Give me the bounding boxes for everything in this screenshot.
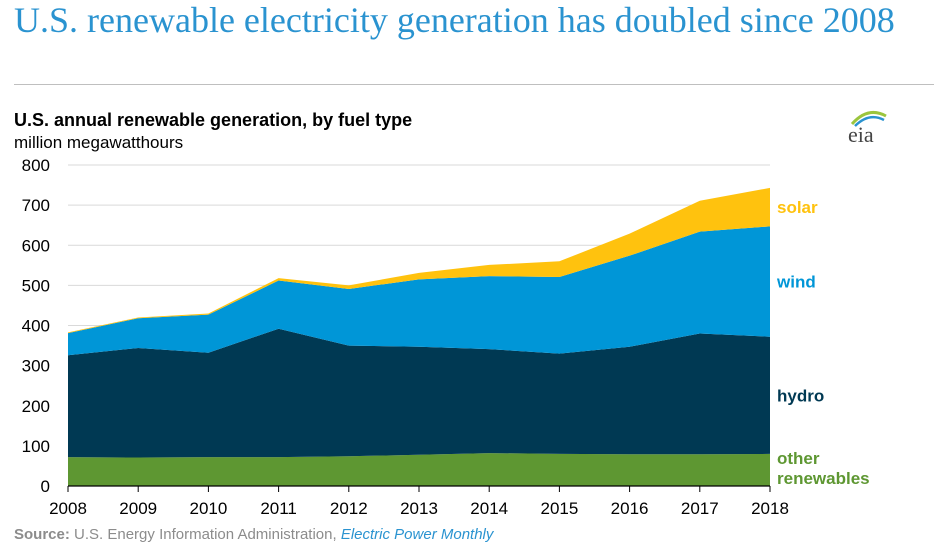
series-label-solar: solar <box>777 198 818 217</box>
y-tick-label: 700 <box>22 196 50 215</box>
y-tick-label: 200 <box>22 397 50 416</box>
x-tick-label: 2016 <box>611 499 649 518</box>
x-tick-label: 2008 <box>49 499 87 518</box>
x-tick-label: 2013 <box>400 499 438 518</box>
x-tick-label: 2015 <box>540 499 578 518</box>
logo-text: eia <box>848 122 874 147</box>
area-wind <box>68 226 770 356</box>
x-tick-label: 2012 <box>330 499 368 518</box>
x-tick-label: 2017 <box>681 499 719 518</box>
y-tick-label: 100 <box>22 437 50 456</box>
series-label-hydro: hydro <box>777 386 824 405</box>
headline: U.S. renewable electricity generation ha… <box>14 0 895 40</box>
y-tick-label: 300 <box>22 357 50 376</box>
source-publication: Electric Power Monthly <box>340 526 494 543</box>
x-tick-label: 2010 <box>189 499 227 518</box>
series-label-wind: wind <box>776 273 816 292</box>
source-label: Source: <box>14 526 70 543</box>
y-tick-label: 600 <box>22 236 50 255</box>
y-tick-label: 0 <box>41 477 50 496</box>
y-tick-label: 500 <box>22 276 50 295</box>
source-note: Source: U.S. Energy Information Administ… <box>14 526 493 543</box>
eia-logo: eia <box>848 110 887 147</box>
chart-title: U.S. annual renewable generation, by fue… <box>14 110 413 130</box>
area-other-renewables <box>68 453 770 486</box>
y-axis-unit-label: million megawatthours <box>14 133 184 152</box>
series-label-other-renewables: other renewables <box>777 449 870 488</box>
x-tick-label: 2011 <box>260 499 297 518</box>
x-tick-label: 2014 <box>470 499 508 518</box>
y-tick-label: 800 <box>22 156 50 175</box>
area-hydro <box>68 328 770 458</box>
x-tick-label: 2018 <box>751 499 789 518</box>
source-text: U.S. Energy Information Administration, <box>74 526 337 543</box>
headline-divider <box>14 84 934 85</box>
y-tick-label: 400 <box>22 317 50 336</box>
x-tick-label: 2009 <box>119 499 157 518</box>
area-solar <box>68 187 770 334</box>
